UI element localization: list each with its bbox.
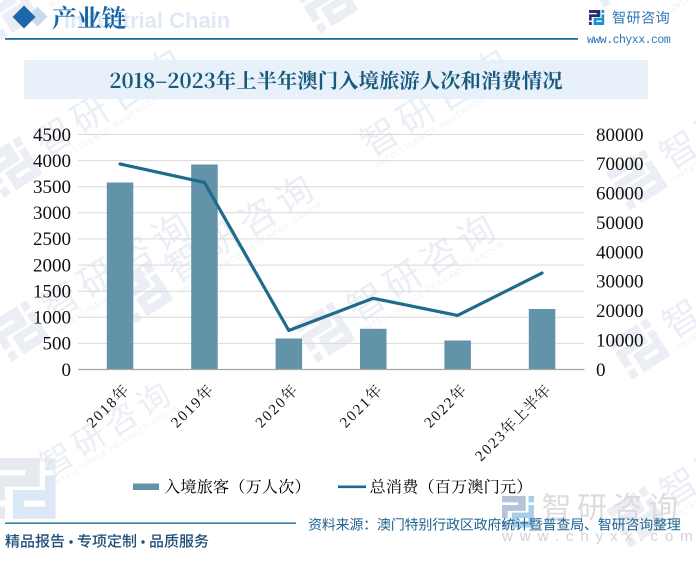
svg-text:0: 0: [596, 360, 606, 381]
svg-text:40000: 40000: [596, 242, 644, 263]
svg-text:500: 500: [43, 334, 72, 355]
svg-text:20000: 20000: [596, 301, 644, 322]
svg-text:70000: 70000: [596, 154, 644, 175]
svg-text:10000: 10000: [596, 330, 644, 351]
svg-text:3500: 3500: [33, 177, 71, 198]
svg-text:www.chyxx.com: www.chyxx.com: [501, 528, 696, 545]
svg-text:80000: 80000: [596, 125, 644, 146]
svg-text:INTELLIGENCE RESEARCH GROUP: INTELLIGENCE RESEARCH GROUP: [669, 0, 696, 13]
svg-text:4500: 4500: [33, 125, 71, 146]
svg-text:Industrial Chain: Industrial Chain: [64, 8, 230, 33]
svg-text:60000: 60000: [596, 184, 644, 205]
svg-text:INTELLIGENCE RESEARCH GROUP: INTELLIGENCE RESEARCH GROUP: [53, 405, 180, 488]
svg-text:50000: 50000: [596, 213, 644, 234]
svg-text:3000: 3000: [33, 203, 71, 224]
svg-text:2500: 2500: [33, 229, 71, 250]
svg-text:30000: 30000: [596, 272, 644, 293]
svg-text:1000: 1000: [33, 308, 71, 329]
svg-text:0: 0: [62, 360, 72, 381]
svg-text:2000: 2000: [33, 255, 71, 276]
svg-text:www.chyxx.com: www.chyxx.com: [587, 34, 671, 47]
svg-text:4000: 4000: [33, 151, 71, 172]
svg-text:1500: 1500: [33, 282, 71, 303]
